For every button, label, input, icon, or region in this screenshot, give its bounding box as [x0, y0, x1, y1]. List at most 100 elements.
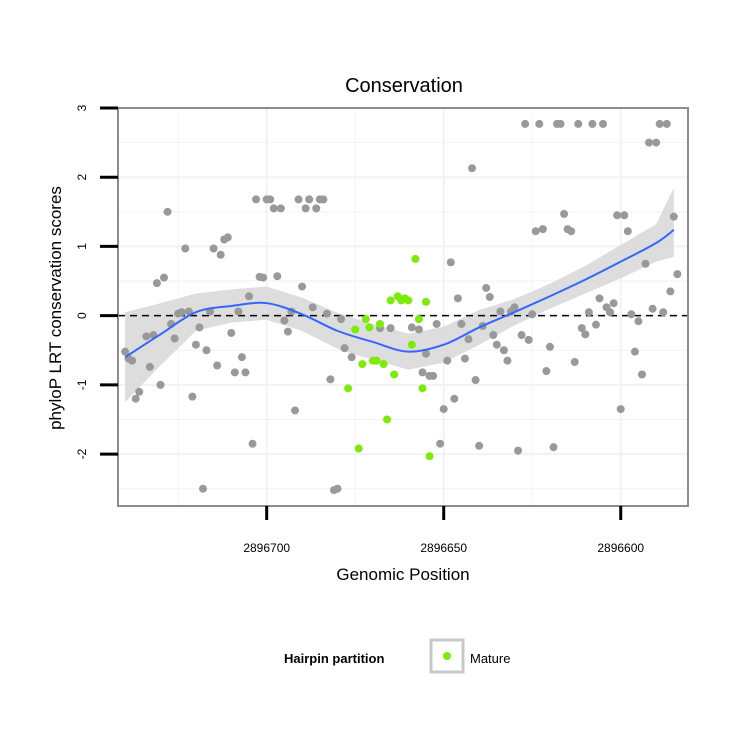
mature-point [379, 360, 388, 369]
mature-point [418, 384, 427, 393]
data-point [230, 368, 239, 377]
data-point [613, 211, 622, 220]
data-point [542, 367, 551, 376]
data-point [524, 335, 533, 344]
data-point [234, 307, 243, 316]
mature-point [361, 315, 370, 324]
data-point [301, 204, 310, 213]
mature-point [344, 384, 353, 393]
data-point [188, 392, 197, 401]
data-point [121, 347, 130, 356]
data-point [627, 310, 636, 319]
mature-point [425, 452, 434, 461]
y-tick-label: 0 [75, 312, 89, 319]
data-point [237, 353, 246, 362]
data-point [244, 292, 253, 301]
data-point [227, 328, 236, 337]
data-point [216, 250, 225, 259]
y-tick-label: -1 [75, 379, 89, 390]
data-point [312, 204, 321, 213]
data-point [333, 484, 342, 493]
data-point [298, 282, 307, 291]
x-tick-label: 2896700 [243, 541, 290, 555]
data-point [581, 330, 590, 339]
mature-point [383, 415, 392, 424]
data-point [595, 294, 604, 303]
data-point [634, 317, 643, 326]
data-point [418, 368, 427, 377]
data-point [407, 323, 416, 332]
data-point [662, 119, 671, 128]
legend-label-mature: Mature [470, 651, 510, 666]
data-point [145, 362, 154, 371]
data-point [641, 259, 650, 268]
data-point [319, 195, 328, 204]
data-point [443, 356, 452, 365]
data-point [202, 346, 211, 355]
data-point [606, 308, 615, 317]
data-point [655, 119, 664, 128]
mature-point [422, 297, 431, 306]
y-axis-title: phyloP LRT conservation scores [46, 186, 65, 430]
data-point [475, 441, 484, 450]
mature-point [411, 254, 420, 263]
data-point [574, 119, 583, 128]
data-point [432, 319, 441, 328]
data-point [177, 308, 186, 317]
y-tick-label: 1 [75, 243, 89, 250]
data-point [156, 380, 165, 389]
data-point [584, 308, 593, 317]
data-point [347, 353, 356, 362]
data-point [499, 346, 508, 355]
data-point [128, 356, 137, 365]
mature-point [365, 323, 374, 332]
data-point [198, 484, 207, 493]
data-point [599, 119, 608, 128]
x-tick-label: 2896600 [597, 541, 644, 555]
data-point [503, 356, 512, 365]
mature-point [351, 325, 360, 334]
data-point [616, 405, 625, 414]
data-point [436, 439, 445, 448]
mature-point [386, 296, 395, 305]
data-point [482, 283, 491, 292]
data-point [531, 227, 540, 236]
data-point [340, 344, 349, 353]
confidence-band-area [125, 187, 674, 403]
legend: Hairpin partition Mature [284, 638, 510, 674]
y-tick-label: 2 [75, 174, 89, 181]
data-point [294, 195, 303, 204]
x-axis-title: Genomic Position [336, 565, 469, 584]
data-point [170, 334, 179, 343]
data-point [414, 325, 423, 334]
data-point [514, 446, 523, 455]
data-point [386, 324, 395, 333]
data-point [620, 211, 629, 220]
data-point [669, 212, 678, 221]
data-point [131, 394, 140, 403]
mature-point [354, 444, 363, 453]
data-point [637, 370, 646, 379]
data-point [276, 204, 285, 213]
data-point [645, 138, 654, 147]
data-point [142, 332, 151, 341]
data-point [266, 195, 275, 204]
y-axis: 3 2 1 0 -1 -2 [75, 104, 118, 459]
data-point [535, 119, 544, 128]
mature-point [358, 360, 367, 369]
data-point [450, 394, 459, 403]
data-point [422, 349, 431, 358]
data-point [538, 225, 547, 234]
data-point [521, 119, 530, 128]
data-point [591, 320, 600, 329]
data-point [485, 292, 494, 301]
data-point [492, 340, 501, 349]
data-point [489, 331, 498, 340]
data-point [567, 227, 576, 236]
y-tick-label: -2 [75, 448, 89, 459]
data-point [652, 138, 661, 147]
mature-point [390, 370, 399, 379]
data-point [223, 233, 232, 242]
x-tick-label: 2896650 [420, 541, 467, 555]
data-point [659, 308, 668, 317]
